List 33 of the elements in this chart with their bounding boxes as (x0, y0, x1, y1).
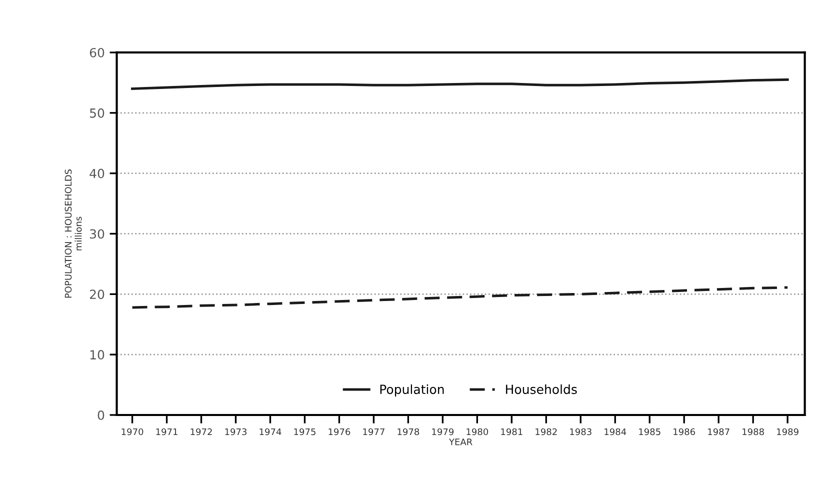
line-series (131, 286, 789, 309)
x-tick-label: 1985 (639, 428, 660, 436)
x-tick-label: 1987 (708, 428, 730, 436)
x-tick-label: 1989 (777, 428, 798, 436)
y-tick-label: 20 (90, 290, 104, 300)
x-tick-label: 1988 (742, 428, 764, 436)
legend-label: Households (506, 384, 577, 394)
x-tick-label: 1971 (156, 428, 178, 436)
y-tick-label: 60 (90, 48, 104, 58)
x-tick-label: 1975 (294, 428, 316, 436)
y-axis-title: POPULATION : HOUSEHOLDS millions (64, 169, 82, 298)
x-axis-title: YEAR (448, 438, 472, 446)
line-series (131, 78, 789, 90)
y-tick-label: 0 (98, 410, 104, 420)
x-tick-label: 1972 (190, 428, 212, 436)
x-tick-label: 1973 (225, 428, 247, 436)
x-tick-label: 1976 (328, 428, 350, 436)
y-tick-label: 10 (90, 350, 104, 360)
x-tick-label: 1979 (432, 428, 454, 436)
x-tick-label: 1982 (536, 428, 557, 436)
y-tick-label: 40 (90, 168, 104, 178)
legend-label: Population (380, 384, 444, 396)
x-tick-label: 1980 (466, 428, 488, 436)
x-tick-label: 1970 (122, 428, 144, 436)
x-tick-label: 1986 (674, 428, 696, 436)
y-tick-label: 30 (90, 229, 104, 239)
x-tick-label: 1983 (570, 428, 592, 436)
x-tick-label: 1978 (398, 428, 420, 436)
x-tick-label: 1977 (363, 428, 384, 436)
x-tick-label: 1981 (501, 428, 522, 436)
x-tick-label: 1984 (604, 428, 626, 436)
y-tick-label: 50 (90, 108, 104, 118)
x-tick-label: 1974 (260, 428, 282, 436)
